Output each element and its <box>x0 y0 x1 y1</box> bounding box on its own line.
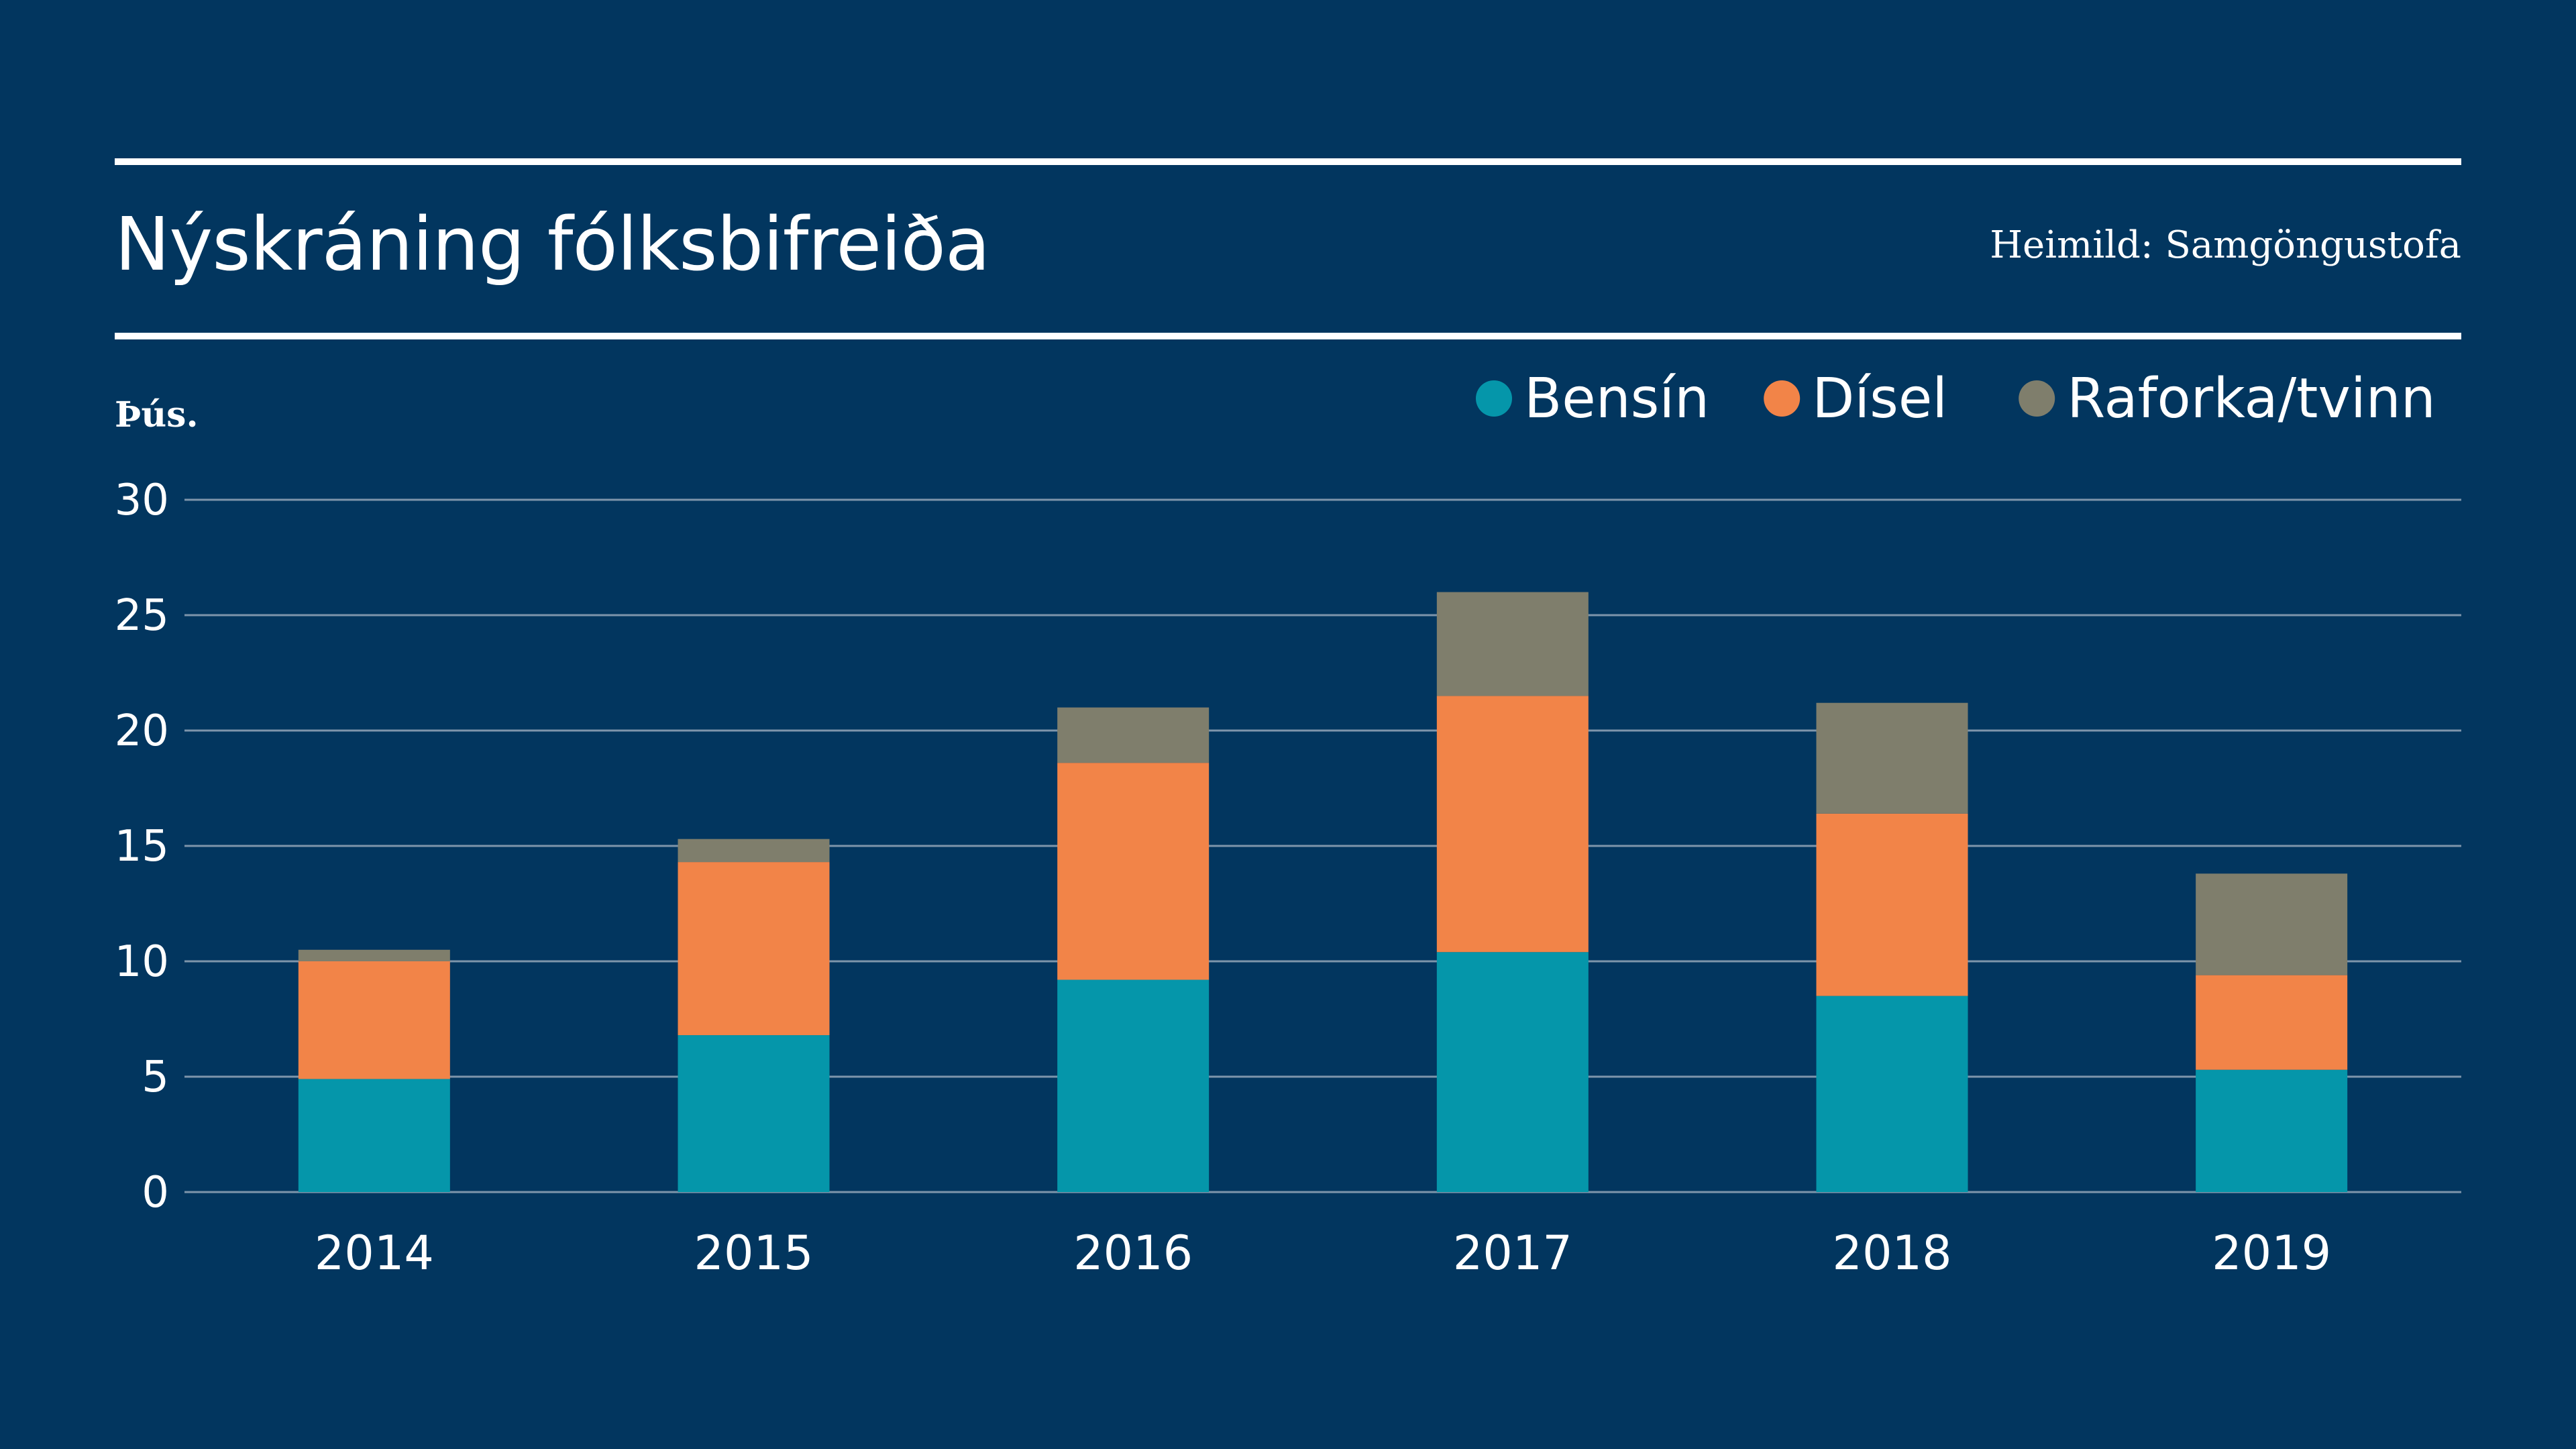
bar-2017-series-2 <box>1436 592 1589 696</box>
bar-2018-series-2 <box>1816 702 1968 814</box>
legend-swatch-0 <box>1476 380 1512 417</box>
bar-2018-series-0 <box>1816 996 1968 1192</box>
axis-labels: 0 5 10 15 20 25 30 2014 2015 2016 2017 2018 2019 <box>115 476 2332 1281</box>
source-credit: Heimild: Samgöngustofa <box>1990 223 2461 267</box>
y-tick-label-10: 10 <box>115 937 169 987</box>
y-tick-label-15: 15 <box>115 822 169 871</box>
bar-2014-series-0 <box>298 1079 450 1192</box>
x-tick-label-2014: 2014 <box>315 1226 434 1281</box>
bar-2014-series-1 <box>298 961 450 1079</box>
chart-title: Nýskráning fólksbifreiða <box>115 201 990 287</box>
x-tick-label-2017: 2017 <box>1453 1226 1572 1281</box>
bar-2015-series-2 <box>678 839 830 863</box>
bar-2017-series-1 <box>1436 696 1589 953</box>
bar-2017-series-0 <box>1436 952 1589 1192</box>
x-tick-label-2018: 2018 <box>1832 1226 1951 1281</box>
y-tick-label-30: 30 <box>115 476 169 525</box>
bar-2015-series-1 <box>678 862 830 1036</box>
legend-swatch-2 <box>2019 380 2055 417</box>
bar-2019-series-2 <box>2196 873 2348 975</box>
x-tick-label-2016: 2016 <box>1073 1226 1193 1281</box>
bar-2016-series-0 <box>1057 979 1210 1192</box>
y-tick-label-5: 5 <box>142 1053 169 1102</box>
legend: Bensín Dísel Raforka/tvinn <box>1476 367 2436 431</box>
y-tick-label-20: 20 <box>115 706 169 756</box>
bars <box>298 592 2348 1192</box>
gridlines <box>184 498 2461 1193</box>
x-tick-label-2015: 2015 <box>694 1226 813 1281</box>
legend-label-0: Bensín <box>1524 367 1709 431</box>
legend-label-1: Dísel <box>1812 367 1947 431</box>
bar-2015-series-0 <box>678 1035 830 1192</box>
bar-2019-series-1 <box>2196 975 2348 1070</box>
y-tick-label-25: 25 <box>115 591 169 641</box>
bar-2014-series-2 <box>298 949 450 961</box>
x-tick-label-2019: 2019 <box>2212 1226 2331 1281</box>
y-axis-unit-label: Þús. <box>115 394 199 435</box>
bar-2016-series-1 <box>1057 763 1210 980</box>
y-tick-label-0: 0 <box>142 1168 169 1218</box>
bar-2019-series-0 <box>2196 1069 2348 1192</box>
bar-2016-series-2 <box>1057 707 1210 763</box>
legend-label-2: Raforka/tvinn <box>2067 367 2436 431</box>
legend-swatch-1 <box>1764 380 1801 417</box>
header-bottom-rule <box>115 333 2461 339</box>
bar-2018-series-1 <box>1816 813 1968 996</box>
header-top-rule <box>115 158 2461 165</box>
